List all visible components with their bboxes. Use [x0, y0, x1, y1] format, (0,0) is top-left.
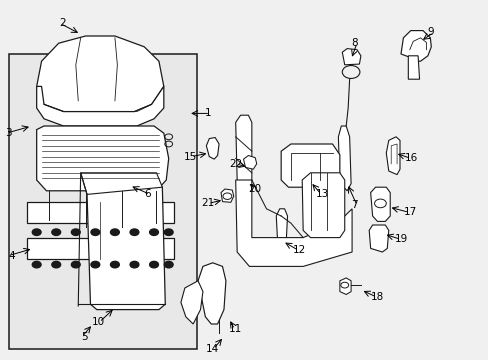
Polygon shape: [370, 187, 389, 221]
Polygon shape: [235, 115, 251, 185]
Circle shape: [52, 261, 61, 268]
Polygon shape: [27, 202, 173, 223]
Polygon shape: [368, 225, 388, 252]
Polygon shape: [302, 173, 344, 238]
Circle shape: [32, 229, 41, 235]
Circle shape: [52, 229, 61, 235]
Polygon shape: [81, 173, 162, 194]
Polygon shape: [235, 180, 351, 266]
Circle shape: [149, 229, 158, 235]
Polygon shape: [37, 126, 168, 191]
Polygon shape: [339, 278, 350, 294]
Text: 17: 17: [403, 207, 416, 217]
Circle shape: [71, 229, 80, 235]
Text: 18: 18: [370, 292, 383, 302]
Polygon shape: [181, 281, 203, 324]
Polygon shape: [243, 156, 256, 169]
Text: 19: 19: [394, 234, 407, 244]
Text: 11: 11: [228, 324, 242, 334]
Polygon shape: [221, 189, 233, 202]
Text: 12: 12: [292, 245, 305, 255]
Polygon shape: [87, 180, 165, 310]
Text: 8: 8: [350, 38, 357, 48]
Text: 15: 15: [183, 152, 197, 162]
Circle shape: [110, 229, 119, 235]
Circle shape: [149, 261, 158, 268]
Polygon shape: [400, 31, 430, 61]
Polygon shape: [338, 126, 350, 191]
Polygon shape: [342, 49, 360, 65]
Text: 10: 10: [92, 317, 105, 327]
Polygon shape: [276, 209, 287, 249]
Circle shape: [71, 261, 80, 268]
Polygon shape: [37, 36, 163, 112]
Circle shape: [110, 261, 119, 268]
Text: 21: 21: [201, 198, 214, 208]
Circle shape: [91, 261, 100, 268]
Text: 5: 5: [81, 332, 88, 342]
Text: 20: 20: [248, 184, 261, 194]
Text: 2: 2: [59, 18, 66, 28]
Text: 6: 6: [144, 189, 151, 199]
Bar: [9, 54, 197, 349]
Text: 1: 1: [204, 108, 211, 118]
Text: 16: 16: [404, 153, 417, 163]
Text: 4: 4: [8, 251, 15, 261]
Text: 3: 3: [5, 128, 12, 138]
Circle shape: [130, 229, 139, 235]
Polygon shape: [386, 137, 399, 175]
Text: 9: 9: [427, 27, 434, 37]
Polygon shape: [407, 56, 419, 79]
Text: 13: 13: [315, 189, 328, 199]
Text: 7: 7: [350, 200, 357, 210]
Text: 14: 14: [205, 344, 219, 354]
Polygon shape: [27, 238, 173, 259]
Circle shape: [91, 229, 100, 235]
Circle shape: [164, 261, 173, 268]
Circle shape: [130, 261, 139, 268]
Polygon shape: [198, 263, 225, 324]
Circle shape: [164, 229, 173, 235]
Polygon shape: [37, 86, 163, 126]
Circle shape: [32, 261, 41, 268]
Text: 22: 22: [228, 159, 242, 169]
Polygon shape: [206, 138, 219, 159]
Polygon shape: [281, 144, 339, 187]
